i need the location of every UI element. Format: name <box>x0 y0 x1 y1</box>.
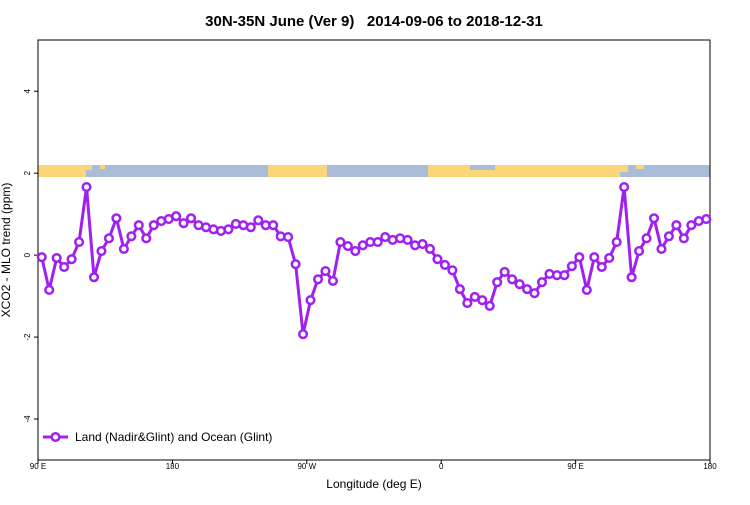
data-point <box>536 277 548 288</box>
land-band <box>268 165 327 177</box>
land-band <box>620 165 628 172</box>
data-point <box>424 243 436 255</box>
data-point <box>312 274 324 285</box>
data-point <box>111 213 122 224</box>
y-tick-label: -2 <box>23 333 32 341</box>
data-point <box>514 279 525 290</box>
data-point <box>290 259 301 270</box>
data-point <box>350 245 361 257</box>
data-point <box>663 231 674 242</box>
data-point <box>634 245 645 257</box>
data-point <box>589 252 600 263</box>
data-point <box>96 245 107 257</box>
data-point <box>327 275 338 286</box>
legend: Land (Nadir&Glint) and Ocean (Glint) <box>43 430 272 444</box>
data-point <box>499 266 510 277</box>
data-point <box>66 254 77 265</box>
data-point <box>529 288 540 299</box>
data-point <box>462 298 473 309</box>
land-band <box>38 165 86 177</box>
data-point <box>342 241 353 252</box>
data-point <box>671 220 682 231</box>
data-point <box>559 270 570 281</box>
data-point <box>148 220 159 231</box>
data-point <box>245 222 256 233</box>
x-tick-label: 90 E <box>30 462 46 471</box>
land-band <box>470 170 495 177</box>
data-point <box>439 259 450 271</box>
x-tick-label: 180 <box>166 462 180 471</box>
data-point <box>641 233 652 244</box>
data-point <box>402 234 413 246</box>
data-point <box>133 220 144 231</box>
data-point <box>619 182 630 193</box>
data-point <box>223 224 234 235</box>
data-point <box>566 261 577 272</box>
data-point <box>447 265 458 276</box>
x-axis-label: Longitude (deg E) <box>326 477 421 491</box>
data-point <box>611 236 622 248</box>
data-point <box>492 277 503 288</box>
data-point <box>268 220 279 231</box>
data-point <box>701 214 712 225</box>
data-point <box>372 236 383 248</box>
data-point <box>678 233 689 244</box>
x-tick-label: 180 <box>703 462 717 471</box>
data-point <box>81 182 92 193</box>
data-point <box>507 274 518 285</box>
y-tick-label: -4 <box>23 415 32 423</box>
land-band <box>428 165 470 177</box>
data-point <box>626 272 637 283</box>
legend-marker <box>50 431 61 443</box>
x-tick-label: 90 W <box>297 462 316 471</box>
data-point <box>581 284 592 296</box>
x-tick-label: 90 E <box>567 462 583 471</box>
data-point <box>88 272 100 283</box>
y-axis-label: XCO2 - MLO trend (ppm) <box>0 183 13 318</box>
data-point <box>604 252 615 264</box>
legend-label: Land (Nadir&Glint) and Ocean (Glint) <box>75 430 272 444</box>
data-point <box>74 236 85 248</box>
data-point <box>253 215 264 226</box>
land-band <box>100 165 105 169</box>
data-point <box>126 231 137 242</box>
plot-frame <box>37 39 711 461</box>
data-point <box>59 261 70 273</box>
x-tick-label: 0 <box>439 462 444 471</box>
data-point <box>103 233 114 244</box>
data-point <box>417 239 428 250</box>
data-point <box>305 295 316 306</box>
surface-band <box>38 165 710 177</box>
data-point <box>686 220 697 231</box>
data-point <box>178 218 189 229</box>
data-point <box>283 232 294 243</box>
data-point <box>596 261 607 273</box>
data-point <box>335 236 346 248</box>
data-point <box>656 243 667 255</box>
data-point <box>574 252 585 263</box>
data-point <box>51 252 62 264</box>
data-point <box>454 284 465 295</box>
data-point <box>320 266 331 277</box>
land-band <box>495 165 620 177</box>
data-point <box>118 243 129 255</box>
land-band <box>636 165 644 169</box>
data-point <box>522 284 533 295</box>
data-point <box>141 233 152 244</box>
data-point <box>298 329 309 340</box>
data-point <box>44 284 55 296</box>
data-point <box>484 300 495 311</box>
data-point <box>186 213 197 224</box>
land-band <box>86 165 92 170</box>
y-tick-label: 4 <box>23 88 32 93</box>
y-tick-label: 0 <box>23 252 32 257</box>
chart-title: 30N-35N June (Ver 9) 2014-09-06 to 2018-… <box>205 13 543 30</box>
data-point <box>477 295 488 306</box>
data-point <box>432 254 443 265</box>
y-tick-label: 2 <box>23 170 32 175</box>
data-point <box>36 252 47 263</box>
data-point <box>171 211 182 222</box>
data-point <box>648 213 660 224</box>
